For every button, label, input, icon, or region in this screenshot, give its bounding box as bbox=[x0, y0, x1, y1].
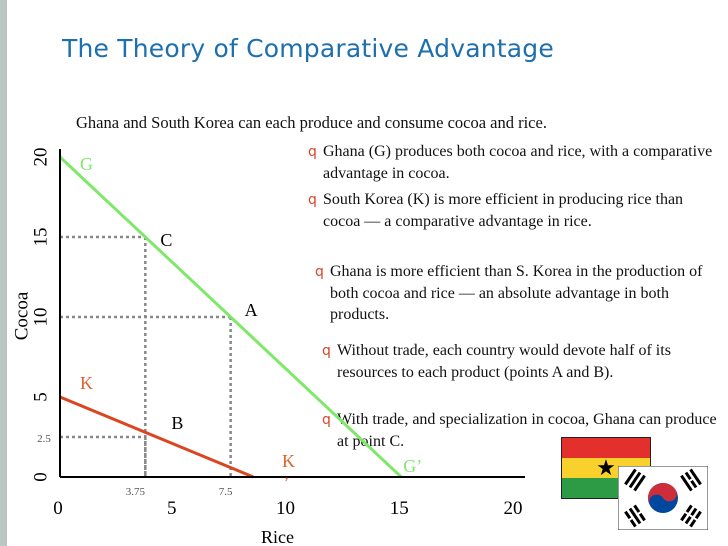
bullet-text: Ghana is more efficient than S. Korea in… bbox=[330, 263, 703, 323]
bullet-3: q Ghana is more efficient than S. Korea … bbox=[315, 261, 705, 326]
y-tick-label: 15 bbox=[31, 228, 52, 247]
ghana-flag-red-band bbox=[562, 438, 650, 458]
bullet-text: With trade, and specialization in cocoa,… bbox=[337, 411, 717, 450]
point-label-c: C bbox=[160, 230, 172, 250]
slide-subtitle: Ghana and South Korea can each produce a… bbox=[76, 113, 547, 132]
series-line-korea bbox=[59, 395, 254, 479]
ghana-flag-star-icon: ★ bbox=[596, 456, 616, 481]
y-axis-label: Cocoa bbox=[12, 291, 33, 340]
bullet-4: q Without trade, each country would devo… bbox=[322, 340, 722, 383]
x-tick-label: 5 bbox=[167, 498, 177, 519]
series-end-label-k-prime: ’ bbox=[284, 475, 289, 491]
x-tick-label: 10 bbox=[276, 498, 295, 519]
x-axis-label: Rice bbox=[261, 527, 294, 546]
x-tick-label: 0 bbox=[53, 498, 63, 519]
bullet-text: South Korea (K) is more efficient in pro… bbox=[323, 191, 684, 230]
point-label-b: B bbox=[171, 413, 183, 433]
y-tick-label: 0 bbox=[31, 472, 52, 482]
bullet-marker: q bbox=[308, 192, 317, 208]
annotation-label: 2.5 bbox=[37, 433, 51, 445]
y-tick-label: 20 bbox=[31, 148, 52, 167]
korea-flag-taegeuk-icon bbox=[648, 483, 678, 513]
bullet-2: q South Korea (K) is more efficient in p… bbox=[308, 189, 708, 232]
y-tick-label: 10 bbox=[31, 308, 52, 327]
series-line-ghana bbox=[58, 155, 403, 479]
series-label-g: G bbox=[80, 154, 93, 174]
bullet-text: Ghana (G) produces both cocoa and rice, … bbox=[323, 143, 713, 182]
series-end-label-g: G’ bbox=[403, 456, 422, 476]
y-tick-label: 5 bbox=[31, 392, 52, 402]
page-title: The Theory of Comparative Advantage bbox=[62, 34, 554, 63]
bullet-marker: q bbox=[322, 412, 331, 428]
bullet-1: q Ghana (G) produces both cocoa and rice… bbox=[308, 141, 718, 184]
x-tick-label: 20 bbox=[504, 498, 523, 519]
bullet-5: q With trade, and specialization in coco… bbox=[322, 409, 722, 452]
bullet-marker: q bbox=[308, 144, 317, 160]
slide-accent-bar bbox=[0, 0, 7, 546]
annotation-label: 7.5 bbox=[219, 486, 233, 498]
south-korea-flag bbox=[618, 466, 708, 530]
x-tick-label: 15 bbox=[390, 498, 409, 519]
bullet-marker: q bbox=[315, 264, 324, 280]
series-label-k: K bbox=[80, 373, 93, 393]
series-end-label-k: K bbox=[282, 451, 295, 471]
point-label-a: A bbox=[245, 300, 258, 320]
bullet-marker: q bbox=[322, 343, 331, 359]
annotation-label: 3.75 bbox=[126, 486, 146, 498]
bullet-text: Without trade, each country would devote… bbox=[337, 342, 671, 381]
korea-flag-trigrams-icon bbox=[624, 468, 702, 528]
